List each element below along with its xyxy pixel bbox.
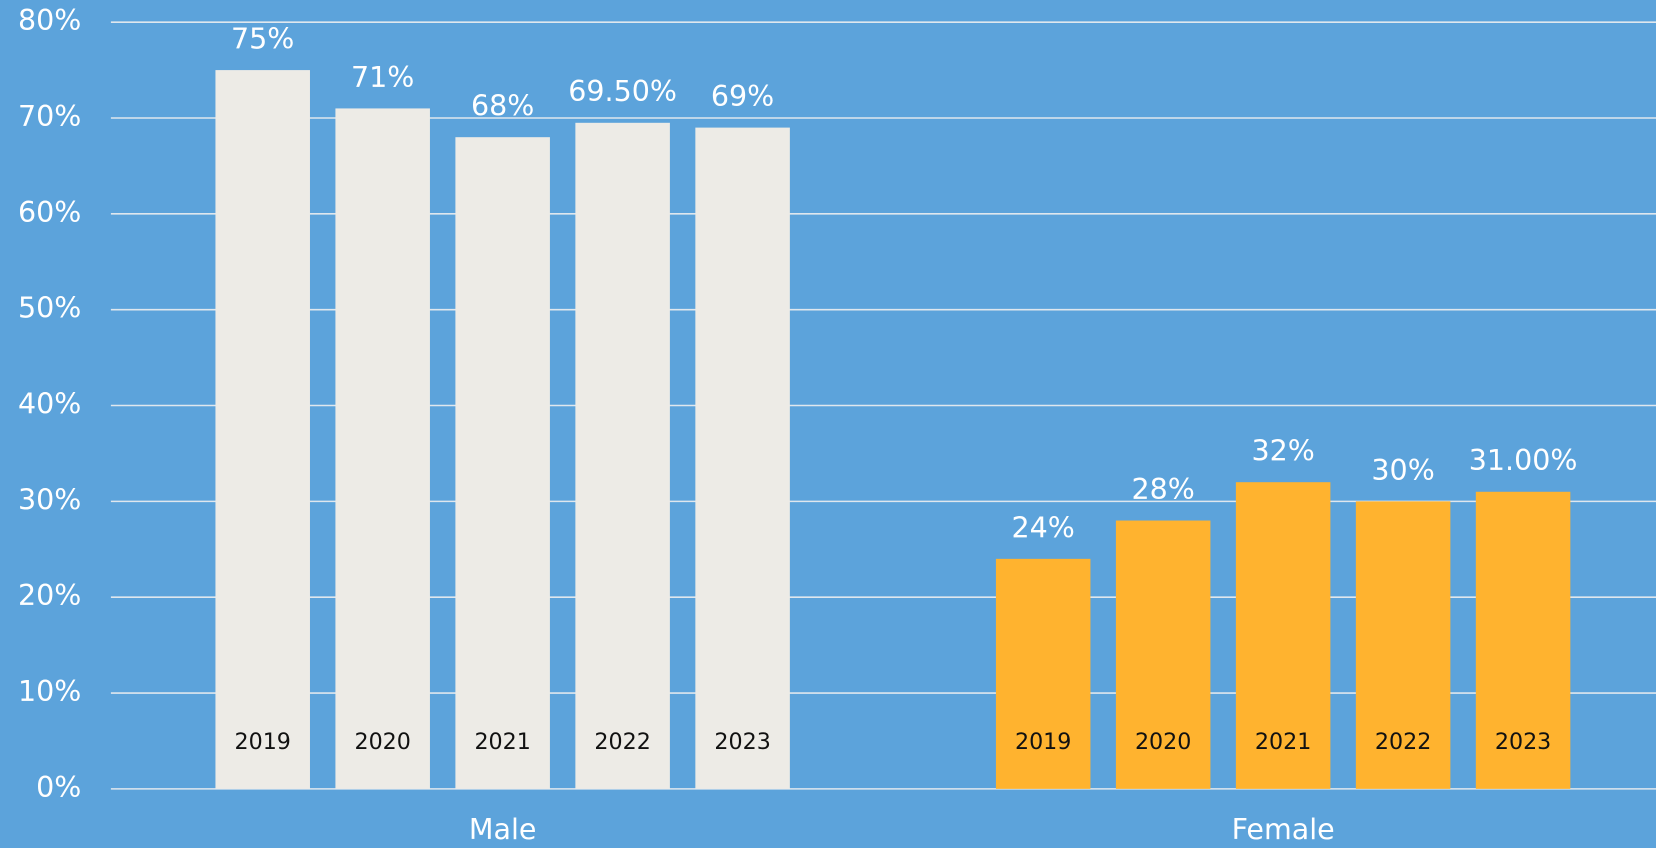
bar-category-label: 2020 <box>1135 729 1191 755</box>
bar-category-label: 2023 <box>714 729 770 755</box>
bar-category-label: 2022 <box>1375 729 1431 755</box>
bar <box>215 70 310 789</box>
y-tick-label: 10% <box>18 675 81 708</box>
value-label: 28% <box>1131 473 1194 506</box>
value-label: 30% <box>1371 454 1434 487</box>
bar-category-label: 2019 <box>1015 729 1071 755</box>
bar <box>1235 482 1331 789</box>
y-tick-label: 60% <box>18 196 81 229</box>
y-tick-label: 50% <box>18 292 81 325</box>
bar <box>575 122 670 789</box>
bar <box>695 127 790 789</box>
value-label: 69.50% <box>568 75 677 108</box>
bar-category-label: 2020 <box>354 729 410 755</box>
y-tick-label: 0% <box>36 771 81 804</box>
bar <box>995 558 1091 789</box>
value-label: 32% <box>1251 435 1314 468</box>
bar-category-label: 2021 <box>1255 729 1311 755</box>
y-tick-label: 80% <box>18 4 81 37</box>
group-label: Male <box>469 813 537 846</box>
y-tick-label: 40% <box>18 388 81 421</box>
bar-category-label: 2022 <box>594 729 650 755</box>
bar-category-label: 2019 <box>235 729 291 755</box>
bar <box>1115 520 1211 789</box>
y-tick-label: 20% <box>18 579 81 612</box>
bar-category-label: 2023 <box>1495 729 1551 755</box>
value-label: 68% <box>471 90 534 123</box>
bar <box>455 137 550 789</box>
value-label: 31.00% <box>1469 444 1578 477</box>
y-tick-label: 70% <box>18 100 81 133</box>
y-tick-label: 30% <box>18 483 81 516</box>
bar <box>1475 491 1571 789</box>
bar-category-label: 2021 <box>474 729 530 755</box>
group-label: Female <box>1232 813 1335 846</box>
value-label: 75% <box>231 23 294 56</box>
value-label: 71% <box>351 61 414 94</box>
value-label: 69% <box>711 80 774 113</box>
bar <box>1355 501 1451 789</box>
bar <box>335 108 430 789</box>
value-label: 24% <box>1012 511 1075 544</box>
